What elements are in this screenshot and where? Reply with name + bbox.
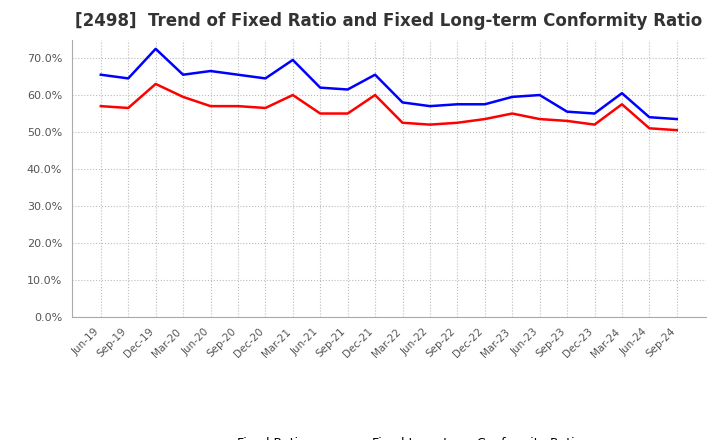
Fixed Ratio [206,68,215,73]
Fixed Long-term Conformity Ratio [151,81,160,87]
Line: Fixed Long-term Conformity Ratio: Fixed Long-term Conformity Ratio [101,84,677,130]
Fixed Long-term Conformity Ratio [179,94,187,99]
Fixed Ratio [124,76,132,81]
Fixed Ratio [480,102,489,107]
Fixed Ratio [179,72,187,77]
Fixed Long-term Conformity Ratio [398,120,407,125]
Fixed Long-term Conformity Ratio [453,120,462,125]
Fixed Ratio [536,92,544,98]
Fixed Long-term Conformity Ratio [206,103,215,109]
Fixed Ratio [398,100,407,105]
Fixed Ratio [343,87,352,92]
Fixed Ratio [508,94,516,99]
Fixed Long-term Conformity Ratio [316,111,325,116]
Fixed Long-term Conformity Ratio [618,102,626,107]
Fixed Long-term Conformity Ratio [480,117,489,122]
Fixed Ratio [371,72,379,77]
Fixed Ratio [590,111,599,116]
Line: Fixed Ratio: Fixed Ratio [101,49,677,119]
Fixed Ratio [261,76,270,81]
Fixed Ratio [233,72,242,77]
Fixed Ratio [316,85,325,90]
Fixed Ratio [453,102,462,107]
Fixed Long-term Conformity Ratio [124,105,132,110]
Title: [2498]  Trend of Fixed Ratio and Fixed Long-term Conformity Ratio: [2498] Trend of Fixed Ratio and Fixed Lo… [75,12,703,30]
Fixed Long-term Conformity Ratio [536,117,544,122]
Fixed Long-term Conformity Ratio [563,118,572,124]
Fixed Ratio [645,114,654,120]
Fixed Long-term Conformity Ratio [672,128,681,133]
Fixed Ratio [96,72,105,77]
Fixed Long-term Conformity Ratio [96,103,105,109]
Fixed Long-term Conformity Ratio [233,103,242,109]
Fixed Ratio [618,91,626,96]
Fixed Ratio [563,109,572,114]
Fixed Long-term Conformity Ratio [426,122,434,127]
Fixed Long-term Conformity Ratio [343,111,352,116]
Fixed Long-term Conformity Ratio [645,126,654,131]
Fixed Ratio [426,103,434,109]
Legend: Fixed Ratio, Fixed Long-term Conformity Ratio: Fixed Ratio, Fixed Long-term Conformity … [191,432,587,440]
Fixed Long-term Conformity Ratio [261,105,270,110]
Fixed Long-term Conformity Ratio [371,92,379,98]
Fixed Ratio [672,117,681,122]
Fixed Ratio [289,57,297,62]
Fixed Long-term Conformity Ratio [289,92,297,98]
Fixed Long-term Conformity Ratio [508,111,516,116]
Fixed Ratio [151,46,160,51]
Fixed Long-term Conformity Ratio [590,122,599,127]
